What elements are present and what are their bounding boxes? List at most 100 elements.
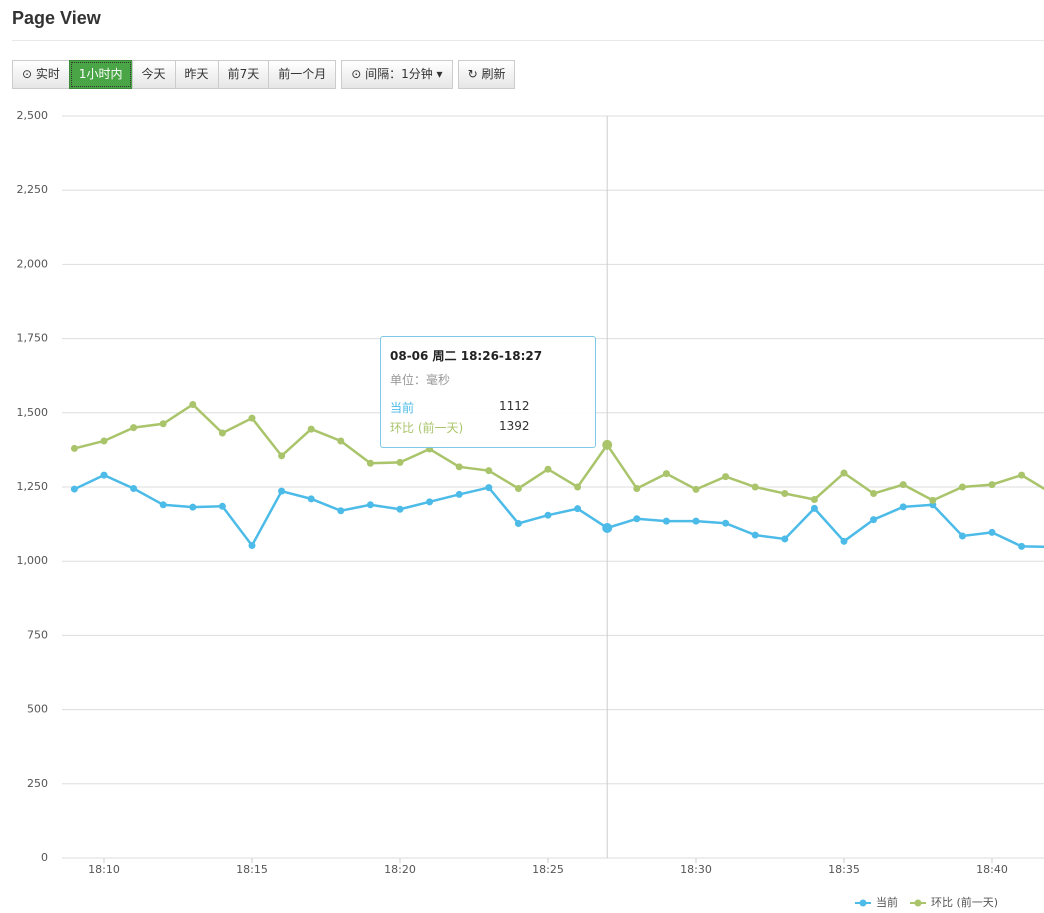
range-button[interactable]: 今天 [131, 60, 176, 89]
page-title: Page View [12, 8, 101, 28]
point [781, 490, 789, 498]
range-label: 前一个月 [278, 67, 327, 81]
y-tick-label: 2,250 [17, 183, 49, 196]
point [544, 465, 552, 473]
y-tick-label: 500 [27, 703, 48, 716]
tooltip-series-name: 当前 [390, 401, 415, 415]
point [602, 522, 613, 533]
point [840, 469, 848, 477]
point [189, 503, 197, 511]
point [810, 504, 818, 512]
point [781, 535, 789, 543]
point [366, 501, 374, 509]
y-tick-label: 250 [27, 777, 48, 790]
y-tick-label: 1,250 [17, 480, 49, 493]
y-tick-label: 750 [27, 628, 48, 641]
point [485, 484, 493, 492]
point [218, 429, 226, 437]
range-label: 1小时内 [78, 67, 123, 81]
point [929, 496, 937, 504]
point [130, 484, 138, 492]
tooltip-title: 08-06 周二 18:26-18:27 [390, 349, 543, 363]
point [337, 437, 345, 445]
x-tick-label: 18:20 [384, 863, 416, 876]
range-button[interactable]: 前一个月 [268, 60, 337, 89]
point [130, 424, 138, 432]
point [337, 507, 345, 515]
tooltip-unit: 单位：毫秒 [390, 373, 451, 387]
point [751, 483, 759, 491]
tooltip: 08-06 周二 18:26-18:27 单位：毫秒 当前 1112 环比 (前… [380, 336, 596, 448]
plot [70, 400, 1044, 550]
y-tick-label: 1,500 [17, 406, 49, 419]
x-tick-label: 18:30 [680, 863, 712, 876]
tooltip-value: 1112 [499, 399, 530, 413]
point [574, 505, 582, 513]
point [988, 528, 996, 536]
interval-label: 间隔：1分钟 [365, 67, 433, 81]
range-label: 昨天 [184, 67, 209, 81]
series-line [73, 473, 1044, 549]
point [514, 520, 522, 528]
range-label: 实时 [35, 67, 60, 81]
point [396, 458, 404, 466]
point [574, 483, 582, 491]
point [485, 467, 493, 475]
point [870, 490, 878, 498]
refresh-group: ↻ 刷新 [457, 60, 516, 89]
series-line [74, 402, 1044, 502]
tooltip-series-name: 环比 (前一天) [390, 421, 464, 435]
y-tick-label: 2,500 [17, 109, 49, 122]
point [455, 490, 463, 498]
point [70, 485, 78, 493]
point [100, 437, 108, 445]
point [307, 495, 315, 503]
point [722, 519, 730, 527]
point [100, 471, 108, 479]
point [692, 517, 700, 525]
x-tick-label: 18:10 [88, 863, 120, 876]
y-tick-label: 1,750 [17, 332, 49, 345]
range-button[interactable]: 昨天 [174, 60, 219, 89]
interval-button[interactable]: ⊙ 间隔：1分钟 ▾ [341, 60, 453, 89]
point [189, 400, 197, 408]
point [958, 483, 966, 491]
point [633, 484, 641, 492]
x-tick-label: 18:15 [236, 863, 268, 876]
point [544, 511, 552, 519]
point [662, 470, 670, 478]
point [722, 473, 730, 481]
refresh-button[interactable]: ↻ 刷新 [457, 60, 516, 89]
point [159, 420, 167, 428]
range-button[interactable]: 1小时内 [68, 60, 133, 89]
point [248, 541, 256, 549]
legend-marker [914, 899, 922, 907]
legend-marker [859, 899, 867, 907]
point [70, 444, 78, 452]
point [426, 498, 434, 506]
tooltip-value: 1392 [499, 419, 530, 433]
range-group: ⊙ 实时 1小时内 今天 昨天 前7天 前一个月 [12, 60, 337, 89]
y-tick-label: 0 [41, 851, 48, 864]
point [751, 531, 759, 539]
point [218, 502, 226, 510]
point [514, 484, 522, 492]
y-tick-label: 1,000 [17, 554, 49, 567]
range-label: 前7天 [227, 67, 260, 81]
point [248, 414, 256, 422]
point [1018, 542, 1026, 550]
point [633, 515, 641, 523]
point [396, 505, 404, 513]
x-tick-label: 18:25 [532, 863, 564, 876]
point [307, 425, 315, 433]
point [602, 439, 613, 450]
point [958, 532, 966, 540]
refresh-label: 刷新 [481, 67, 506, 81]
legend-label: 当前 [876, 895, 898, 909]
point [840, 537, 848, 545]
point [662, 517, 670, 525]
range-button[interactable]: 前7天 [217, 60, 270, 89]
point [1018, 471, 1026, 479]
